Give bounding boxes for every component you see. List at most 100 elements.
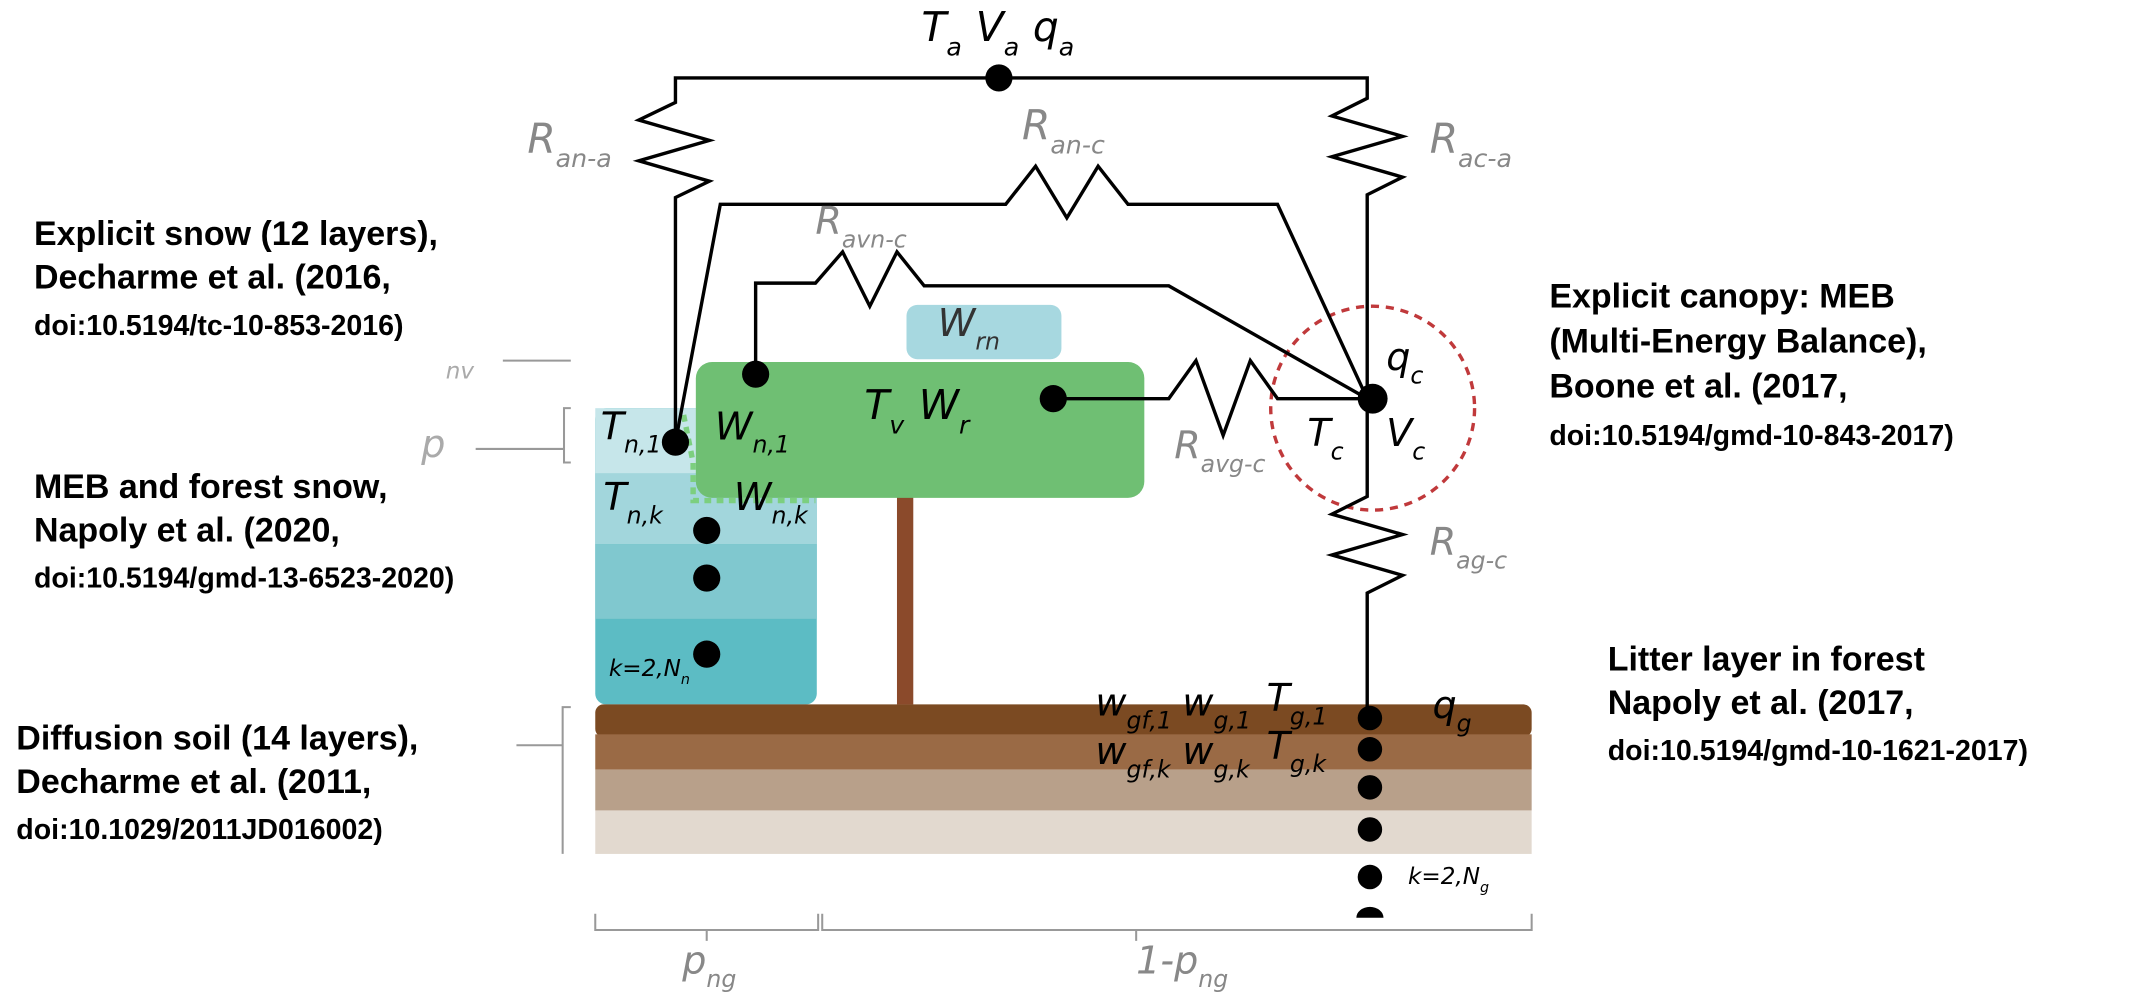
symbol-base: W	[938, 301, 977, 345]
symbol-base: R	[1430, 520, 1456, 564]
symbol-label: Tn,1	[601, 404, 662, 458]
symbol-subscript: a	[1059, 32, 1074, 61]
symbol-subscript: an-a	[556, 144, 612, 173]
symbol-subscript: g	[1457, 709, 1472, 737]
symbol-label: Vc	[1386, 411, 1425, 465]
symbol-base: p	[681, 939, 706, 983]
symbol-label: Tc	[1307, 411, 1343, 465]
symbol-subscript: n,k	[627, 501, 664, 529]
symbol-subscript: a	[946, 32, 961, 61]
symbol-subscript: n,1	[624, 431, 661, 459]
symbol-label: Tv	[864, 381, 905, 439]
symbol-subscript: an-c	[1050, 130, 1105, 159]
symbol-label: Rag-c	[1430, 520, 1507, 574]
soil-layers	[595, 704, 1532, 854]
annotation-line: Napoly et al. (2020,	[34, 511, 340, 549]
symbol-base: q	[1033, 3, 1059, 51]
symbol-label: Ran-c	[1022, 101, 1105, 159]
symbol-subscript: avg-c	[1201, 450, 1266, 478]
symbol-label: k=2,Ng	[1408, 864, 1489, 896]
symbol-base: k=2,N	[609, 656, 681, 682]
symbol-base: w	[1095, 680, 1127, 724]
symbol-subscript: g	[1480, 880, 1489, 896]
symbol-label: Wn,1	[715, 404, 790, 458]
symbol-label: 1-png	[1136, 939, 1228, 993]
symbol-label: nv	[446, 358, 475, 384]
symbol-base: T	[601, 404, 627, 448]
symbol-label: png	[681, 939, 736, 993]
brackets	[475, 359, 1533, 941]
intercepted-snow	[906, 304, 1062, 360]
symbol-subscript: r	[959, 410, 971, 439]
annotation-line: doi:10.5194/tc-10-853-2016)	[34, 310, 404, 342]
annotation-line: Decharme et al. (2016,	[34, 259, 391, 297]
symbol-subscript: g,1	[1290, 703, 1327, 731]
annotation-line: (Multi-Energy Balance),	[1549, 322, 1927, 360]
nodes	[661, 64, 1388, 918]
annotation-line: doi:10.5194/gmd-10-843-2017)	[1549, 420, 1953, 452]
annotation-line: Decharme et al. (2011,	[16, 763, 371, 801]
symbol-base: W	[919, 381, 961, 429]
symbol-base: R	[1174, 423, 1200, 467]
symbol-subscript: ac-a	[1458, 144, 1512, 173]
symbol-label: wg,1	[1182, 680, 1251, 734]
symbol-label: p	[420, 422, 445, 466]
symbol-subscript: v	[889, 410, 905, 439]
canopy	[695, 361, 1145, 498]
annotations: Explicit snow (12 layers), Decharme et al…	[16, 215, 2028, 846]
annotation-line: doi:10.5194/gmd-13-6523-2020)	[34, 563, 454, 595]
annotation-line: Boone et al. (2017,	[1549, 367, 1847, 405]
symbol-subscript: a	[1004, 32, 1019, 61]
symbol-base: w	[1182, 680, 1214, 724]
trunk	[896, 492, 914, 705]
symbol-base: w	[1182, 729, 1214, 773]
symbol-subscript: g,k	[1290, 750, 1327, 778]
symbol-subscript: rn	[975, 327, 1000, 355]
resistance-network	[632, 76, 1409, 719]
symbol-subscript: ng	[706, 965, 736, 993]
symbol-label: wgf,1	[1095, 680, 1171, 734]
annotation-line: doi:10.5194/gmd-10-1621-2017)	[1608, 735, 2028, 767]
symbol-base: W	[715, 404, 754, 448]
symbol-subscript: ng	[1198, 965, 1228, 993]
symbol-label: Tn,k	[603, 475, 664, 529]
symbol-base: V	[976, 3, 1007, 51]
symbol-subscript: n,k	[772, 501, 809, 529]
symbol-subscript: avn-c	[842, 226, 907, 254]
symbol-base: q	[1432, 683, 1456, 727]
annotation-line: Napoly et al. (2017,	[1608, 684, 1914, 722]
symbol-subscript: ag-c	[1456, 546, 1507, 574]
symbol-base: W	[734, 475, 773, 519]
symbol-base: R	[1022, 101, 1050, 149]
symbol-base: T	[1267, 676, 1293, 720]
snow-canopy-link	[680, 414, 816, 504]
symbol-base: k=2,N	[1408, 864, 1480, 890]
annotation-line: Explicit snow (12 layers),	[34, 215, 438, 253]
symbol-label: Va	[976, 3, 1019, 61]
symbol-subscript: c	[1331, 438, 1344, 466]
symbol-label: Ravn-c	[815, 199, 906, 253]
symbol-base: w	[1095, 729, 1127, 773]
symbol-subscript: n	[681, 672, 690, 688]
symbol-label: Wr	[919, 381, 971, 439]
symbol-label: Ravg-c	[1174, 423, 1265, 477]
symbol-label: Ran-a	[527, 115, 611, 173]
symbol-base: 1-p	[1136, 939, 1198, 983]
symbol-label: Rac-a	[1430, 115, 1512, 173]
symbol-label: wg,k	[1182, 729, 1251, 783]
symbol-label: qc	[1386, 335, 1423, 389]
symbol-subscript: g,k	[1214, 756, 1251, 784]
symbol-label: Wn,k	[734, 475, 809, 529]
symbol-label: wgf,k	[1095, 729, 1171, 783]
symbol-label: k=2,Nn	[609, 656, 690, 688]
symbol-base: R	[1430, 115, 1458, 163]
symbol-label: qg	[1432, 683, 1471, 737]
symbol-base: p	[420, 422, 445, 466]
symbol-subscript: gf,1	[1127, 707, 1172, 735]
symbol-base: T	[921, 3, 949, 51]
canopy-air-circle	[1269, 304, 1477, 512]
annotation-line: doi:10.1029/2011JD016002)	[16, 814, 382, 846]
symbol-base: nv	[446, 358, 475, 384]
annotation-line: Diffusion soil (14 layers),	[16, 719, 418, 757]
